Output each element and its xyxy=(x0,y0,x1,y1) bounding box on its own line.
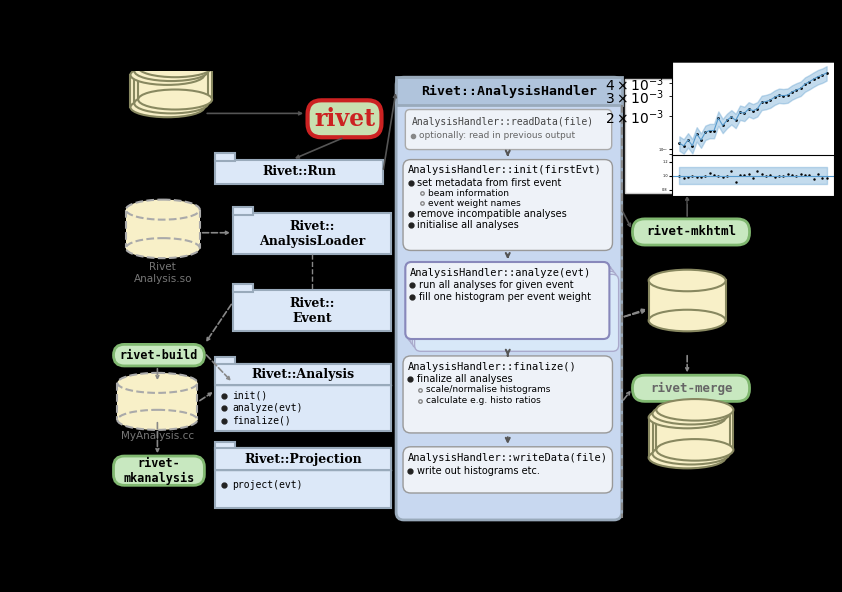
Text: fill one histogram per event weight: fill one histogram per event weight xyxy=(419,292,591,303)
Bar xyxy=(216,363,391,385)
Text: project(evt): project(evt) xyxy=(232,480,302,490)
Text: AnalysisHandler::analyze(evt): AnalysisHandler::analyze(evt) xyxy=(410,268,591,278)
FancyBboxPatch shape xyxy=(414,274,619,351)
FancyBboxPatch shape xyxy=(307,100,381,137)
Ellipse shape xyxy=(648,407,726,429)
FancyBboxPatch shape xyxy=(410,268,614,345)
FancyBboxPatch shape xyxy=(405,262,610,339)
Ellipse shape xyxy=(131,65,205,85)
FancyBboxPatch shape xyxy=(114,456,205,485)
FancyBboxPatch shape xyxy=(632,219,749,245)
Bar xyxy=(233,291,392,330)
Ellipse shape xyxy=(657,399,733,421)
Text: scale/normalise histograms: scale/normalise histograms xyxy=(426,385,551,394)
Text: Rivet::
Event: Rivet:: Event xyxy=(290,297,335,324)
Text: AnalysisHandler::readData(file): AnalysisHandler::readData(file) xyxy=(412,117,594,127)
Text: YODA
histo file: YODA histo file xyxy=(659,333,715,355)
Text: Rivet::
AnalysisLoader: Rivet:: AnalysisLoader xyxy=(259,220,365,247)
Bar xyxy=(216,448,391,509)
Ellipse shape xyxy=(648,270,726,291)
Text: analyze(evt): analyze(evt) xyxy=(232,403,302,413)
Bar xyxy=(233,214,392,253)
Bar xyxy=(233,207,253,215)
Text: finalize(): finalize() xyxy=(232,416,290,426)
Text: write out histograms etc.: write out histograms etc. xyxy=(417,466,540,477)
Bar xyxy=(396,77,621,105)
Ellipse shape xyxy=(117,373,197,393)
Title: $e^+e^-$ channel total: $e^+e^-$ channel total xyxy=(732,54,775,62)
Text: MyAnalysis.cc: MyAnalysis.cc xyxy=(121,432,194,442)
Ellipse shape xyxy=(135,61,208,81)
Bar xyxy=(117,383,197,420)
Text: optionally: read in previous output: optionally: read in previous output xyxy=(419,131,575,140)
Text: rivet-build: rivet-build xyxy=(120,349,198,362)
Ellipse shape xyxy=(125,200,200,220)
FancyBboxPatch shape xyxy=(403,447,612,493)
Bar xyxy=(653,414,729,453)
Text: Rivet::Run: Rivet::Run xyxy=(262,165,336,178)
Text: init(): init() xyxy=(232,391,268,401)
FancyBboxPatch shape xyxy=(403,160,612,250)
Bar xyxy=(216,153,235,161)
FancyBboxPatch shape xyxy=(114,345,205,366)
Text: YODA
histo files: YODA histo files xyxy=(657,471,718,493)
Ellipse shape xyxy=(648,447,726,468)
Ellipse shape xyxy=(117,410,197,430)
FancyBboxPatch shape xyxy=(413,271,616,348)
Ellipse shape xyxy=(125,238,200,258)
Bar xyxy=(216,442,235,450)
Text: beam information: beam information xyxy=(428,189,509,198)
Bar xyxy=(138,67,212,99)
Text: Rivet::AnalysisHandler: Rivet::AnalysisHandler xyxy=(421,85,597,98)
Bar xyxy=(625,79,749,193)
Text: rivet-merge: rivet-merge xyxy=(650,382,733,395)
Ellipse shape xyxy=(653,403,729,424)
Text: HepMC
event files: HepMC event files xyxy=(135,129,200,150)
Text: initialise all analyses: initialise all analyses xyxy=(417,220,519,230)
FancyBboxPatch shape xyxy=(632,375,749,401)
Bar xyxy=(648,281,726,320)
Text: AnalysisHandler::writeData(file): AnalysisHandler::writeData(file) xyxy=(408,452,608,462)
Bar xyxy=(233,284,253,292)
Bar xyxy=(216,358,235,365)
Ellipse shape xyxy=(135,94,208,114)
Text: AnalysisHandler::init(firstEvt): AnalysisHandler::init(firstEvt) xyxy=(408,165,601,175)
Bar xyxy=(216,363,391,432)
Bar xyxy=(648,417,726,458)
Text: Rivet::Analysis: Rivet::Analysis xyxy=(252,368,354,381)
Text: rivet-mkhtml: rivet-mkhtml xyxy=(646,226,736,239)
Ellipse shape xyxy=(657,439,733,461)
Ellipse shape xyxy=(138,89,212,110)
Text: calculate e.g. histo ratios: calculate e.g. histo ratios xyxy=(426,396,541,405)
Text: run all analyses for given event: run all analyses for given event xyxy=(419,280,574,290)
Ellipse shape xyxy=(648,310,726,332)
Text: rivet: rivet xyxy=(314,107,375,131)
Text: rivet-
mkanalysis: rivet- mkanalysis xyxy=(123,456,195,485)
Ellipse shape xyxy=(653,443,729,465)
Bar xyxy=(135,71,208,104)
Bar xyxy=(216,448,391,470)
Text: Rivet
Analysis.so: Rivet Analysis.so xyxy=(134,262,192,284)
Ellipse shape xyxy=(131,97,205,117)
Text: remove incompatible analyses: remove incompatible analyses xyxy=(417,209,567,219)
Text: set metadata from first event: set metadata from first event xyxy=(417,178,562,188)
FancyBboxPatch shape xyxy=(408,265,611,342)
FancyBboxPatch shape xyxy=(405,110,611,150)
Text: event weight names: event weight names xyxy=(428,199,520,208)
Bar xyxy=(125,210,200,248)
Ellipse shape xyxy=(138,57,212,77)
Text: AnalysisHandler::finalize(): AnalysisHandler::finalize() xyxy=(408,362,577,372)
FancyBboxPatch shape xyxy=(396,77,621,520)
FancyBboxPatch shape xyxy=(405,262,610,339)
Bar xyxy=(216,160,383,184)
Text: Rivet::Projection: Rivet::Projection xyxy=(244,453,362,466)
Text: finalize all analyses: finalize all analyses xyxy=(417,374,513,384)
FancyBboxPatch shape xyxy=(403,356,612,433)
Bar xyxy=(657,410,733,450)
Bar xyxy=(131,75,205,107)
